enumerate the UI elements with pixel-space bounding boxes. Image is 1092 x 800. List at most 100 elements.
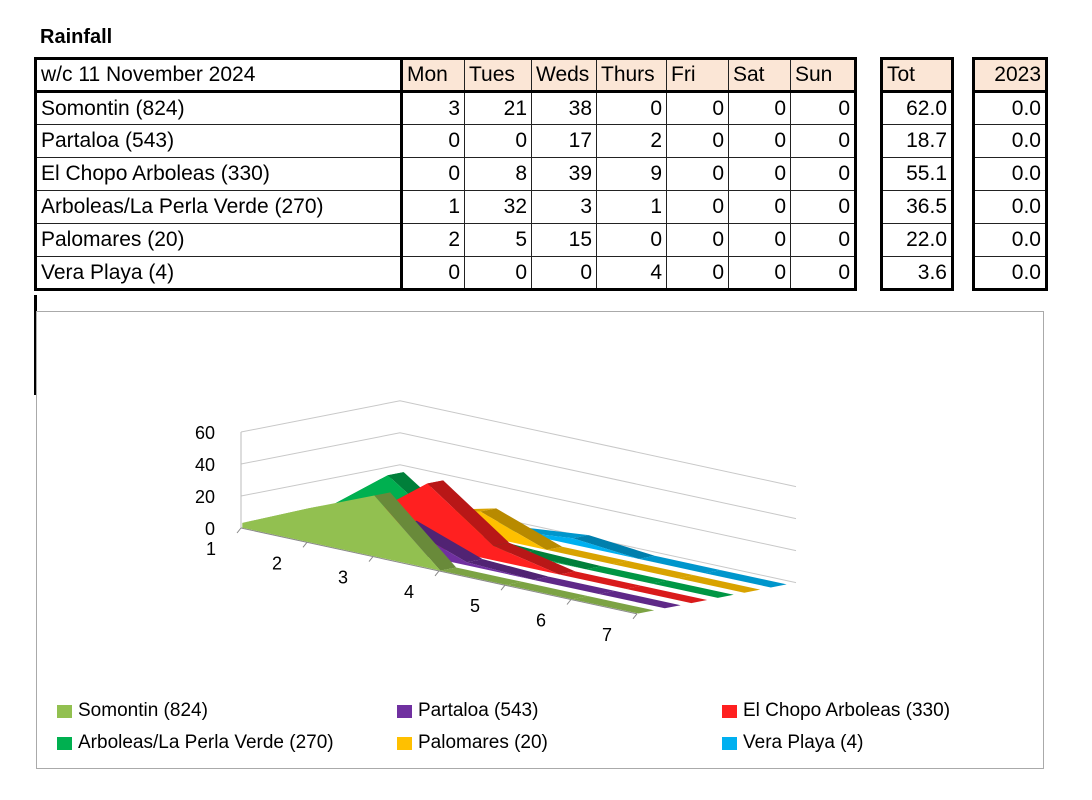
- ribbon-top: [519, 550, 602, 570]
- rainfall-3d-area-chart: 0 20 40 60 1 2 3 4 5 6 7: [195, 400, 797, 645]
- legend-item: El Chopo Arboleas (330): [722, 700, 950, 722]
- rain-value: 0: [401, 256, 465, 290]
- ribbon-top: [466, 559, 549, 580]
- rain-value: 0: [790, 256, 856, 290]
- table-row: Partaloa (543) 0 0 17 2 0 0 0: [35, 124, 856, 158]
- table-row: Somontin (824) 3 21 38 0 0 0 0: [35, 91, 856, 125]
- table-row: El Chopo Arboleas (330) 0 8 39 9 0 0 0: [35, 157, 856, 191]
- y-tick-label: 0: [205, 519, 215, 539]
- station-name: Somontin (824): [35, 91, 403, 125]
- ribbon-top: [598, 590, 681, 609]
- y-tick-label: 20: [195, 487, 215, 507]
- total-value: 55.1: [881, 157, 953, 191]
- rain-value: 0: [728, 157, 791, 191]
- ribbon-top: [546, 546, 629, 565]
- rain-value: 0: [401, 124, 465, 158]
- legend-label: Vera Playa (4): [743, 732, 864, 753]
- gridline: [240, 432, 797, 520]
- table-left-border: [34, 295, 37, 395]
- total-header: Tot: [881, 58, 953, 93]
- prev-year-row: 0.0: [973, 256, 1047, 290]
- total-row: 55.1: [881, 157, 953, 191]
- x-tick: [500, 584, 506, 591]
- legend-swatch: [722, 736, 737, 750]
- table-row: Palomares (20) 2 5 15 0 0 0 0: [35, 223, 856, 257]
- gridline: [240, 464, 797, 552]
- rain-value: 0: [666, 91, 729, 125]
- table-header-row: w/c 11 November 2024 Mon Tues Weds Thurs…: [35, 58, 856, 93]
- week-label: w/c 11 November 2024: [35, 58, 403, 93]
- total-value: 3.6: [881, 256, 953, 290]
- legend-item: Arboleas/La Perla Verde (270): [57, 732, 334, 754]
- ribbon-top: [440, 567, 523, 585]
- legend-swatch: [397, 704, 412, 718]
- x-tick-label: 4: [404, 582, 414, 602]
- x-tick: [236, 527, 242, 534]
- rain-value: 0: [728, 91, 791, 125]
- rain-value: 0: [666, 157, 729, 191]
- prev-year-value: 0.0: [973, 190, 1047, 224]
- ribbon-top: [651, 580, 734, 598]
- prev-year-value: 0.0: [973, 157, 1047, 191]
- gridline: [240, 400, 797, 488]
- legend-label: El Chopo Arboleas (330): [743, 700, 951, 721]
- station-name: Vera Playa (4): [35, 256, 403, 290]
- prev-year-header: 2023: [973, 58, 1047, 93]
- x-tick-label: 3: [338, 568, 348, 588]
- y-tick-label: 40: [195, 455, 215, 475]
- y-tick-label: 60: [195, 423, 215, 443]
- rain-value: 21: [464, 91, 532, 125]
- day-header: Weds: [531, 58, 597, 93]
- legend-item: Somontin (824): [57, 700, 208, 722]
- prev-year-row: 0.0: [973, 91, 1047, 125]
- ribbon-top: [532, 576, 615, 594]
- total-header-row: Tot: [881, 58, 953, 93]
- rain-value: 0: [728, 190, 791, 224]
- total-value: 36.5: [881, 190, 953, 224]
- prev-year-table: 2023 0.0 0.0 0.0 0.0 0.0 0.0: [972, 57, 1048, 291]
- legend-swatch: [57, 736, 72, 750]
- rain-value: 0: [401, 157, 465, 191]
- rain-value: 4: [596, 256, 667, 290]
- x-tick: [566, 599, 572, 605]
- total-row: 22.0: [881, 223, 953, 257]
- rain-value: 38: [531, 91, 597, 125]
- ribbon-top: [572, 596, 655, 614]
- ribbon-top: [585, 566, 668, 584]
- day-header: Tues: [464, 58, 532, 93]
- x-tick-label: 7: [602, 625, 612, 645]
- legend-item: Vera Playa (4): [722, 732, 863, 754]
- rain-value: 9: [596, 157, 667, 191]
- ribbon-top: [374, 492, 457, 571]
- station-name: Arboleas/La Perla Verde (270): [35, 190, 403, 224]
- day-header: Thurs: [596, 58, 667, 93]
- rain-value: 0: [790, 157, 856, 191]
- rain-value: 32: [464, 190, 532, 224]
- prev-year-value: 0.0: [973, 256, 1047, 290]
- prev-year-value: 0.0: [973, 124, 1047, 158]
- total-table: Tot 62.0 18.7 55.1 36.5 22.0 3.6: [880, 57, 954, 291]
- prev-year-row: 0.0: [973, 190, 1047, 224]
- rain-value: 3: [401, 91, 465, 125]
- total-value: 18.7: [881, 124, 953, 158]
- total-value: 22.0: [881, 223, 953, 257]
- x-tick-label: 2: [272, 553, 282, 573]
- x-tick-label: 1: [206, 539, 216, 559]
- rain-value: 3: [531, 190, 597, 224]
- ribbon-top: [638, 555, 721, 574]
- x-tick: [632, 613, 638, 620]
- chart-container: 0 20 40 60 1 2 3 4 5 6 7 Somontin (824) Partaloa (5…: [36, 311, 1044, 769]
- rainfall-table: w/c 11 November 2024 Mon Tues Weds Thurs…: [34, 57, 857, 291]
- rain-value: 5: [464, 223, 532, 257]
- total-value: 62.0: [881, 91, 953, 125]
- rain-value: 1: [596, 190, 667, 224]
- legend-label: Somontin (824): [78, 700, 208, 721]
- table-row: Vera Playa (4) 0 0 0 4 0 0 0: [35, 256, 856, 290]
- prev-year-row: 0.0: [973, 223, 1047, 257]
- day-header: Sun: [790, 58, 856, 93]
- rain-value: 0: [596, 223, 667, 257]
- total-row: 18.7: [881, 124, 953, 158]
- rain-value: 17: [531, 124, 597, 158]
- prev-year-header-row: 2023: [973, 58, 1047, 93]
- ribbon-top: [559, 571, 642, 589]
